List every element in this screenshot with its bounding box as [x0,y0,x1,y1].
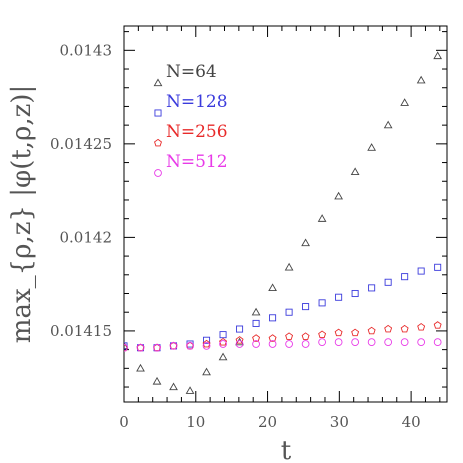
series-3 [124,338,442,352]
axis-ticks [123,26,447,402]
data-point [335,293,343,301]
data-point [124,343,128,352]
x-axis-title: t [281,436,292,463]
data-point [400,338,409,347]
data-point [384,338,393,347]
data-point [235,340,244,348]
data-point [417,267,425,275]
legend: N=64 N=128 N=256 N=512 [153,62,228,177]
data-point [334,338,343,347]
data-point [334,191,343,200]
data-point [169,342,178,350]
data-point [284,262,294,271]
x-tick-label: 0 [119,413,129,431]
data-point [251,307,261,316]
data-point [285,332,294,340]
data-point [301,332,310,340]
data-point [351,328,360,337]
data-point [252,319,260,327]
data-points [124,51,443,394]
data-point [318,330,327,339]
data-point [136,363,145,372]
data-point [152,376,162,385]
x-tick-label: 10 [186,413,205,431]
data-point [285,340,293,348]
data-point [202,339,211,348]
data-point [434,263,442,271]
legend-marker [154,138,162,147]
y-tick-label: 0.01415 [50,322,112,340]
y-tick-label: 0.0143 [60,41,113,59]
data-point [269,314,277,322]
y-axis-title: max_{ρ,z} |φ(t,ρ,z)| [7,85,37,343]
data-point [136,343,145,352]
data-point [384,278,392,286]
data-point [301,340,310,348]
data-point [351,289,359,298]
data-point [186,342,194,350]
data-point [400,98,410,106]
data-point [236,325,244,333]
data-point [235,337,244,346]
data-point [317,214,327,222]
data-point [433,51,443,60]
data-point [252,340,260,348]
data-point [285,308,293,316]
data-point [318,338,326,347]
data-point [367,143,377,151]
data-point [416,75,426,84]
data-point [219,331,227,339]
data-point [351,338,359,347]
data-point [367,326,376,335]
data-point [219,340,227,348]
legend-marker [153,78,163,87]
data-point [185,386,195,394]
legend-marker [154,169,162,177]
data-point [302,303,310,311]
data-point [433,338,442,347]
legend-label: N=128 [166,92,228,112]
tick-labels: 0 10 20 30 40 0.01415 0.0142 0.01425 0.0143 [50,41,421,431]
data-point [400,324,409,333]
y-tick-label: 0.0142 [60,228,113,246]
y-tick-label: 0.01425 [50,135,112,153]
data-point [368,284,376,292]
data-point [301,238,310,247]
data-point [401,273,409,281]
data-point [252,334,261,342]
data-point [202,342,211,350]
data-point [367,338,376,347]
data-point [268,340,277,348]
data-point [153,343,161,352]
data-point [318,299,326,307]
x-tick-label: 20 [258,413,277,431]
data-point [268,283,277,292]
data-point [383,120,393,129]
data-point [218,352,228,361]
data-point [417,323,426,331]
data-point [169,382,178,391]
data-point [334,328,343,337]
data-point [433,321,442,329]
x-tick-label: 40 [402,413,421,431]
legend-label: N=256 [166,122,228,142]
data-point [202,367,211,376]
data-point [268,334,277,342]
data-point [203,336,211,344]
data-point [384,324,393,333]
x-tick-label: 30 [330,413,349,431]
plot-frame [123,25,448,403]
data-point [235,336,244,344]
data-point [417,338,426,347]
data-point [350,167,360,176]
data-point [219,337,228,346]
legend-label: N=512 [166,152,228,172]
legend-label: N=64 [166,62,217,82]
legend-marker [154,109,162,117]
